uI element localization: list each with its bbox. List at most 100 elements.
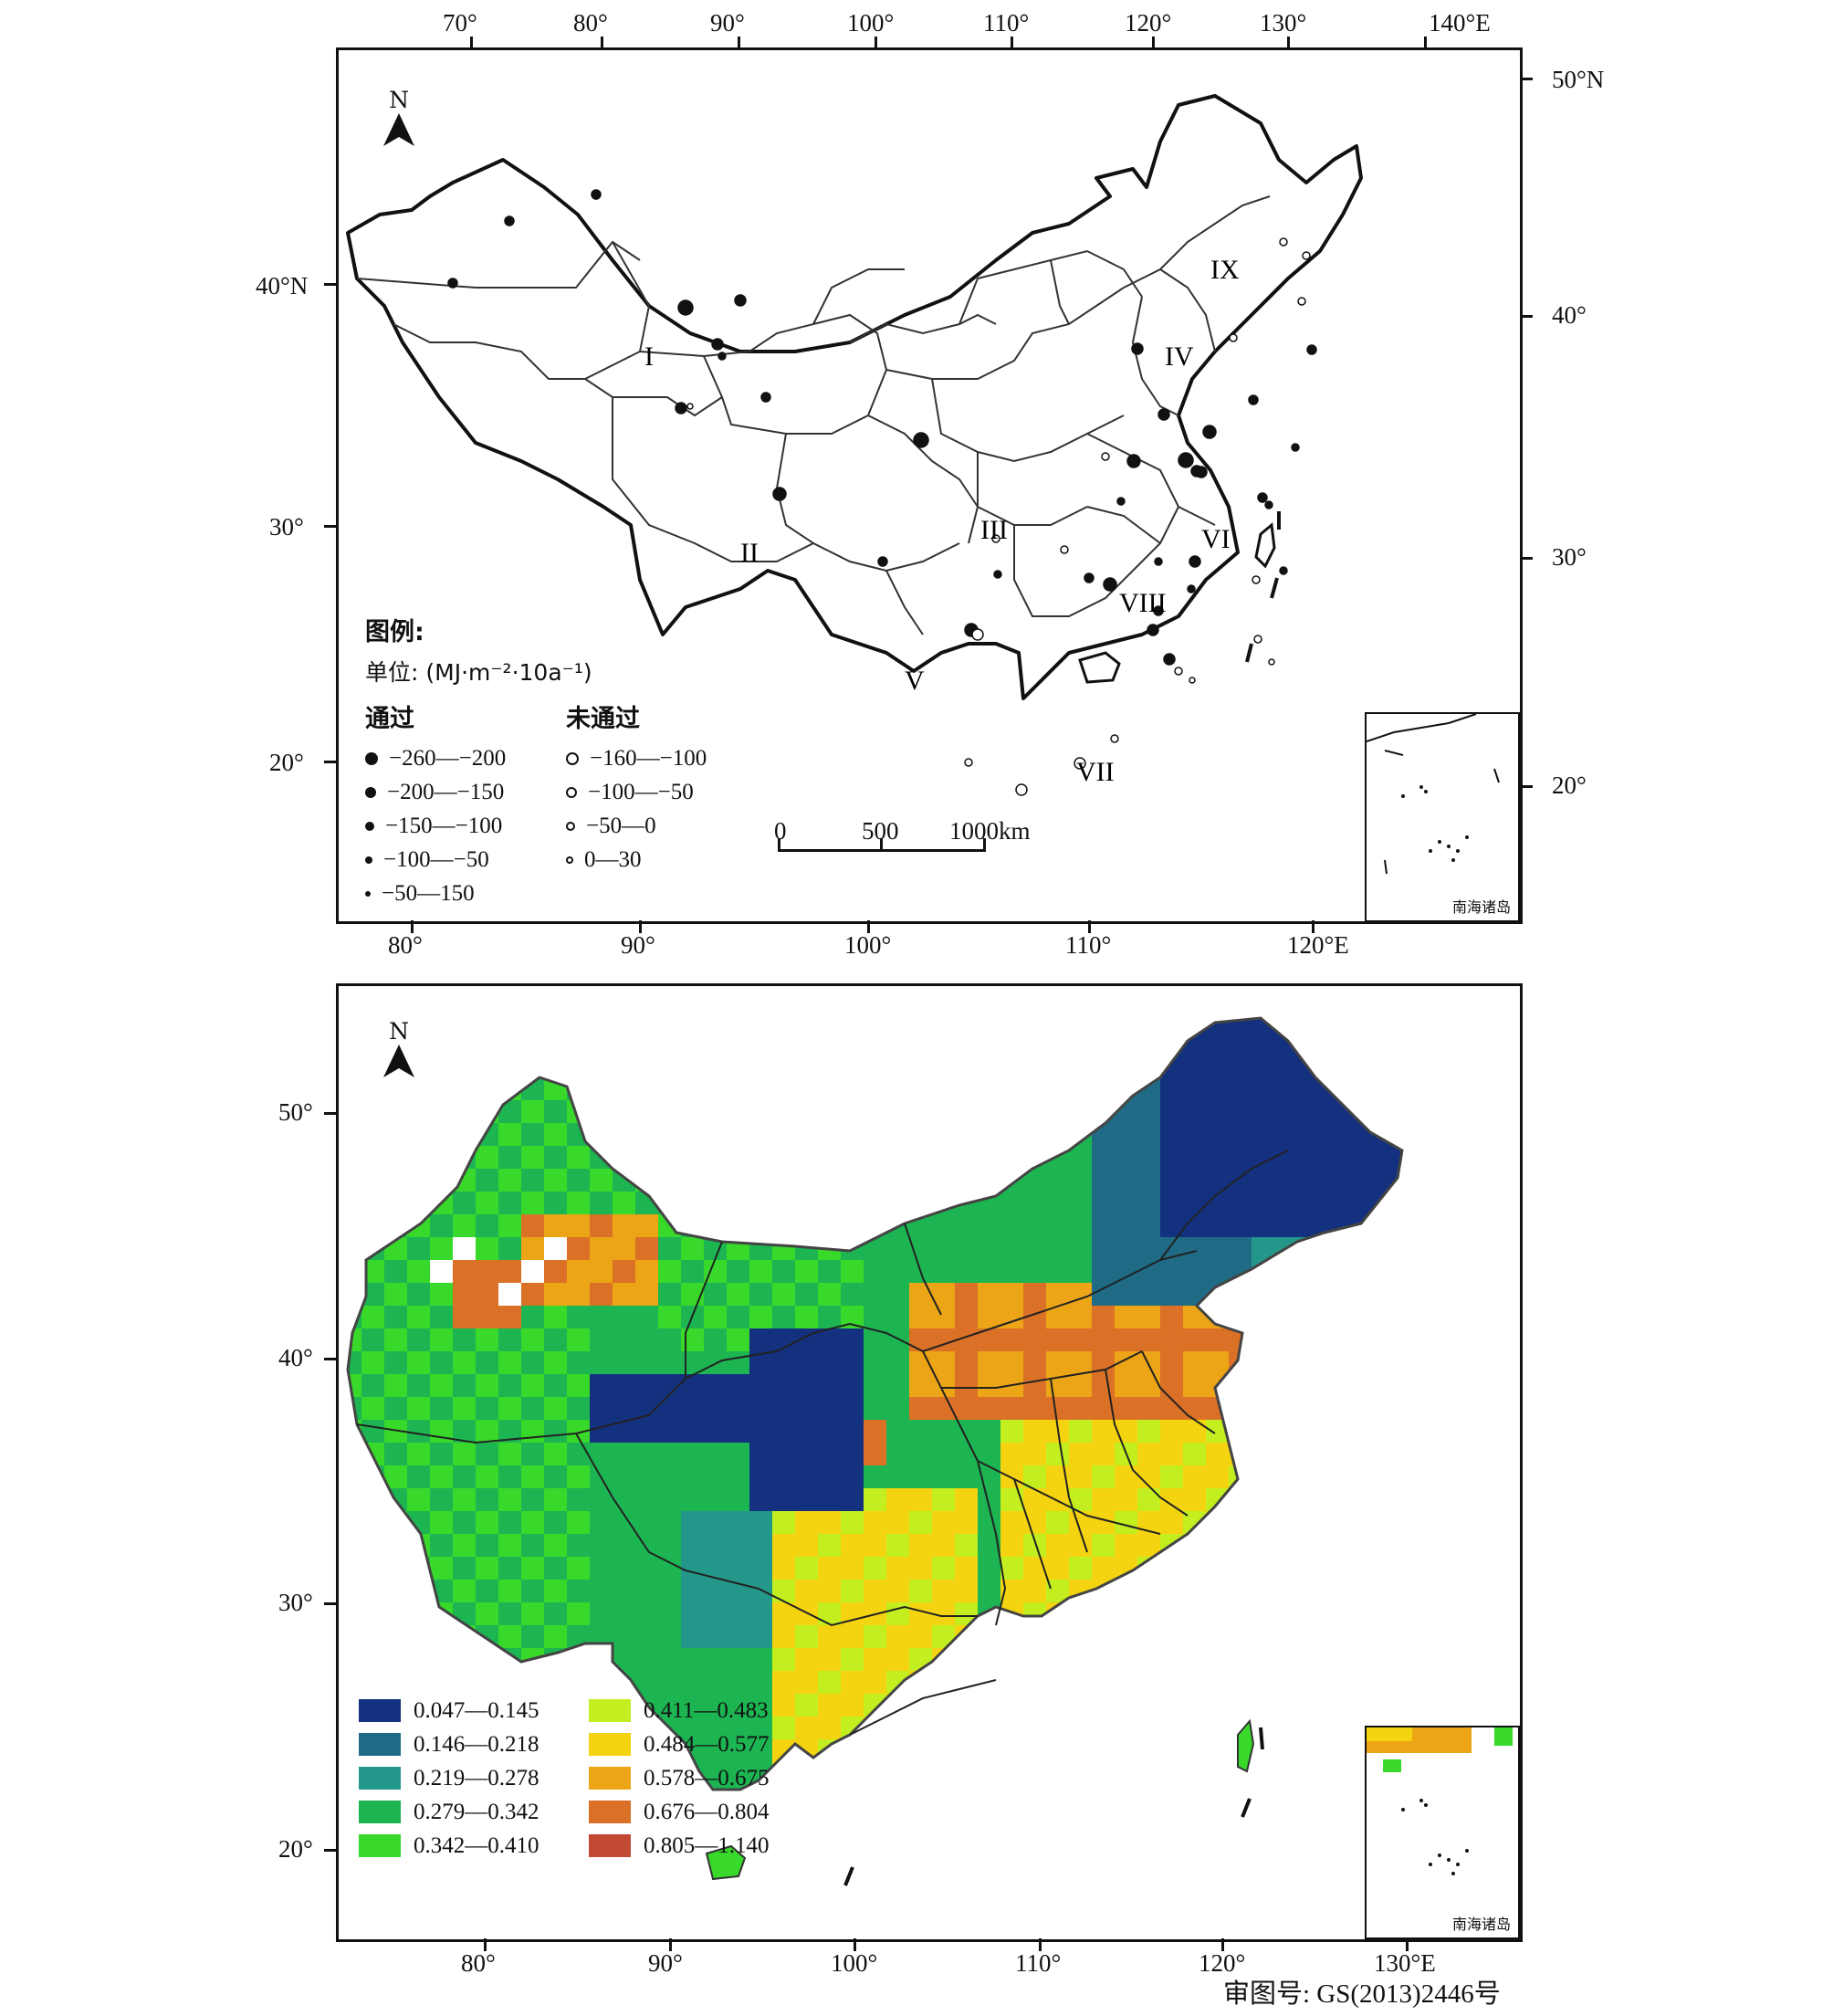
station-marker bbox=[1268, 658, 1275, 666]
grid-cell bbox=[1229, 1397, 1252, 1420]
grid-cell bbox=[1366, 1648, 1388, 1671]
grid-cell bbox=[1183, 1534, 1206, 1557]
grid-cell bbox=[1023, 1717, 1046, 1739]
grid-cell bbox=[1137, 1534, 1160, 1557]
bottom-bottom-axis-tick bbox=[1039, 1938, 1042, 1951]
grid-cell bbox=[1160, 1671, 1183, 1694]
grid-cell bbox=[1343, 1762, 1366, 1785]
grid-cell bbox=[749, 1032, 772, 1055]
grid-cell bbox=[613, 1100, 635, 1123]
grid-cell bbox=[1160, 1077, 1183, 1100]
grid-cell bbox=[361, 986, 384, 1009]
grid-cell bbox=[772, 1283, 795, 1306]
grid-cell bbox=[476, 1488, 498, 1511]
grid-cell bbox=[841, 1328, 864, 1351]
grid-cell bbox=[521, 1146, 544, 1169]
grid-cell bbox=[544, 1146, 567, 1169]
grid-cell bbox=[978, 1785, 1000, 1790]
grid-cell bbox=[1023, 1648, 1046, 1671]
grid-cell bbox=[1252, 1283, 1274, 1306]
grid-cell bbox=[521, 1488, 544, 1511]
grid-cell bbox=[1206, 1762, 1229, 1785]
filled-circle-icon bbox=[365, 751, 378, 765]
grid-cell bbox=[727, 1214, 749, 1237]
grid-cell bbox=[1160, 1146, 1183, 1169]
top-bottom-axis-label: 110° bbox=[1065, 931, 1112, 959]
bottom-bottom-axis-tick bbox=[854, 1938, 856, 1951]
grid-cell bbox=[1274, 1465, 1297, 1488]
grid-cell bbox=[1069, 1443, 1092, 1465]
grid-cell bbox=[476, 1260, 498, 1283]
grid-cell bbox=[1343, 1694, 1366, 1717]
grid-cell bbox=[590, 1055, 613, 1077]
grid-cell bbox=[1183, 1237, 1206, 1260]
grid-cell bbox=[704, 1032, 727, 1055]
station-marker bbox=[504, 215, 515, 226]
grid-cell bbox=[727, 1237, 749, 1260]
grid-cell bbox=[590, 1397, 613, 1420]
grid-cell bbox=[476, 1077, 498, 1100]
grid-cell bbox=[1137, 1169, 1160, 1192]
grid-cell bbox=[407, 1306, 430, 1328]
top-axis-label: 110° bbox=[983, 9, 1030, 37]
grid-cell bbox=[1092, 1580, 1115, 1602]
grid-cell bbox=[1343, 1018, 1366, 1032]
grid-cell bbox=[613, 1328, 635, 1351]
legend-passed-row: −200—−150 bbox=[365, 775, 566, 809]
grid-cell bbox=[658, 1443, 681, 1465]
grid-cell bbox=[613, 1580, 635, 1602]
legend-column-2: 0.411—0.483 0.484—0.577 0.578—0.675 0.676—0… bbox=[589, 1694, 790, 1863]
grid-cell bbox=[978, 986, 1000, 1009]
grid-cell bbox=[1069, 986, 1092, 1009]
grid-cell bbox=[1115, 1146, 1137, 1169]
grid-cell bbox=[498, 1488, 521, 1511]
grid-cell bbox=[909, 1123, 932, 1146]
grid-cell bbox=[955, 1077, 978, 1100]
grid-cell bbox=[1411, 1100, 1434, 1123]
grid-cell bbox=[361, 1169, 384, 1192]
grid-cell bbox=[658, 1123, 681, 1146]
grid-cell bbox=[795, 1306, 818, 1328]
grid-cell bbox=[704, 1488, 727, 1511]
inset-label: 南海诸岛 bbox=[1451, 898, 1511, 916]
grid-cell bbox=[407, 1443, 430, 1465]
grid-cell bbox=[1366, 1625, 1388, 1648]
grid-cell bbox=[544, 1580, 567, 1602]
grid-cell bbox=[567, 1465, 590, 1488]
grid-cell bbox=[430, 1123, 453, 1146]
grid-cell bbox=[1229, 1032, 1252, 1055]
grid-cell bbox=[361, 1557, 384, 1580]
grid-cell bbox=[1229, 1671, 1252, 1694]
top-bottom-axis-label: 80° bbox=[388, 931, 423, 959]
grid-cell bbox=[1206, 1694, 1229, 1717]
grid-cell bbox=[772, 986, 795, 1009]
station-marker bbox=[1291, 443, 1300, 452]
grid-cell bbox=[430, 1374, 453, 1397]
grid-cell bbox=[841, 1511, 864, 1534]
grid-cell bbox=[864, 1169, 886, 1192]
grid-cell bbox=[658, 1602, 681, 1625]
grid-cell bbox=[498, 1671, 521, 1694]
grid-cell bbox=[1023, 1214, 1046, 1237]
grid-cell bbox=[476, 1465, 498, 1488]
grid-cell bbox=[1274, 1785, 1297, 1790]
grid-cell bbox=[1388, 1534, 1402, 1557]
grid-cell bbox=[476, 1511, 498, 1534]
grid-cell bbox=[1069, 1671, 1092, 1694]
grid-cell bbox=[681, 1694, 704, 1717]
grid-cell bbox=[818, 1602, 841, 1625]
grid-cell bbox=[1137, 1055, 1160, 1077]
top-axis-tick bbox=[1287, 37, 1290, 49]
grid-cell bbox=[1160, 1306, 1183, 1328]
grid-cell bbox=[1000, 1557, 1023, 1580]
grid-cell bbox=[681, 1557, 704, 1580]
grid-cell bbox=[1366, 1146, 1388, 1169]
grid-cell bbox=[955, 1694, 978, 1717]
grid-cell bbox=[1115, 1420, 1137, 1443]
grid-cell bbox=[1137, 1237, 1160, 1260]
bottom-left-axis-label: 20° bbox=[278, 1835, 313, 1863]
grid-cell bbox=[1320, 1374, 1343, 1397]
legend-class-row: 0.411—0.483 bbox=[589, 1694, 790, 1727]
grid-cell bbox=[1092, 1055, 1115, 1077]
legend-title: 图例: bbox=[365, 618, 424, 646]
